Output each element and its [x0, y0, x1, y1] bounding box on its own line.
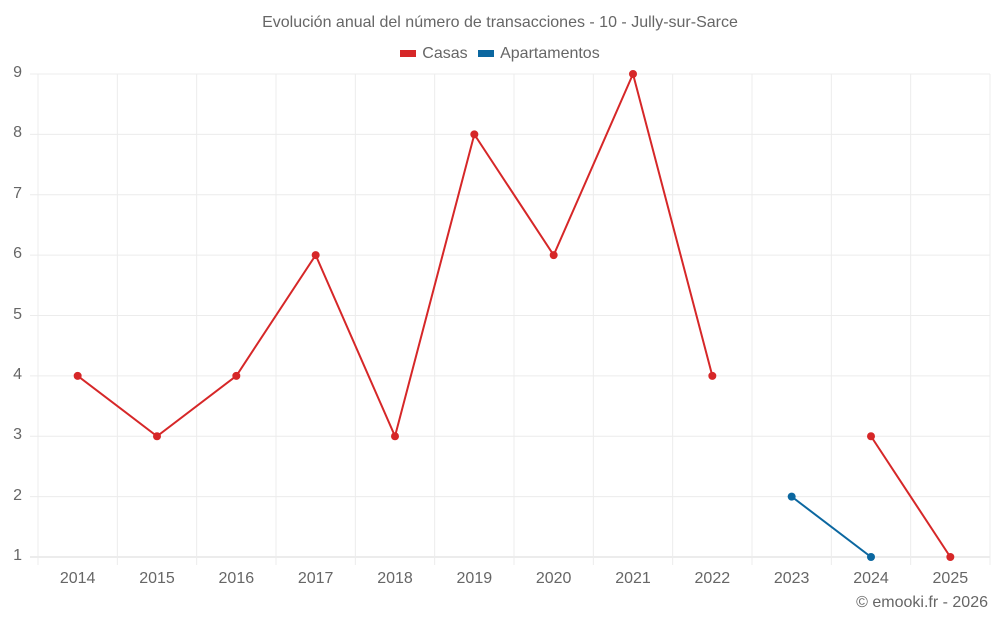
data-point[interactable] — [470, 130, 479, 139]
y-tick-label: 3 — [13, 426, 22, 444]
data-point[interactable] — [708, 371, 717, 380]
y-tick-label: 9 — [13, 64, 22, 81]
x-tick-label: 2021 — [615, 570, 651, 587]
y-tick-label: 7 — [13, 184, 22, 202]
x-tick-label: 2017 — [297, 570, 334, 587]
x-tick-label: 2023 — [773, 570, 810, 587]
x-tick-label: 2024 — [853, 570, 889, 587]
data-point[interactable] — [867, 553, 875, 561]
apartamentos-swatch-icon — [478, 50, 495, 57]
data-point[interactable] — [787, 492, 796, 501]
data-point[interactable] — [867, 432, 875, 441]
y-tick-label: 1 — [13, 547, 22, 564]
legend: Casas Apartamentos — [0, 44, 1000, 63]
x-tick-label: 2016 — [218, 570, 255, 587]
y-tick-label: 8 — [13, 124, 22, 142]
chart-title: Evolución anual del número de transaccio… — [262, 14, 738, 31]
legend-label: Casas — [422, 44, 468, 62]
data-point[interactable] — [946, 553, 955, 561]
y-tick-label: 5 — [13, 305, 22, 323]
legend-label: Apartamentos — [500, 44, 600, 62]
credit: © emooki.fr - 2026 — [856, 594, 988, 611]
data-point[interactable] — [391, 432, 399, 441]
data-point[interactable] — [73, 371, 82, 380]
y-tick-label: 4 — [13, 365, 22, 383]
y-tick-label: 6 — [13, 245, 22, 263]
x-tick-label: 2018 — [377, 570, 413, 587]
y-tick-label: 2 — [13, 486, 22, 504]
x-tick-label: 2019 — [456, 570, 493, 587]
data-point[interactable] — [629, 70, 637, 78]
x-tick-label: 2014 — [59, 570, 96, 587]
data-point[interactable] — [311, 251, 320, 260]
x-tick-label: 2022 — [694, 570, 731, 587]
series-line — [870, 435, 952, 558]
x-tick-label: 2025 — [932, 570, 969, 587]
casas-swatch-icon — [400, 50, 417, 57]
legend-item-casas[interactable]: Casas — [400, 44, 468, 63]
series-line — [791, 495, 872, 558]
data-point[interactable] — [549, 251, 558, 260]
x-tick-label: 2015 — [139, 570, 175, 587]
data-point[interactable] — [232, 371, 241, 380]
x-tick-label: 2020 — [535, 570, 572, 587]
legend-item-apartamentos[interactable]: Apartamentos — [478, 45, 600, 63]
data-point[interactable] — [153, 432, 161, 441]
